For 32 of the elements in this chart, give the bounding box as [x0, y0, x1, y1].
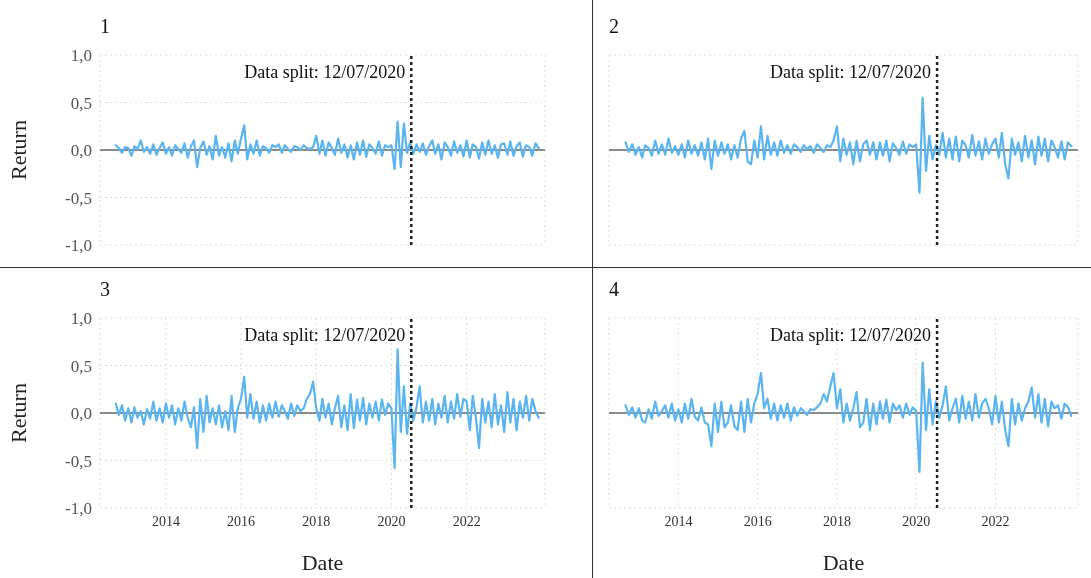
- ref-line-label: Data split: 12/07/2020: [770, 62, 932, 82]
- x-tick-label: 2016: [743, 513, 772, 529]
- y-tick-label: -0,5: [65, 188, 92, 208]
- x-tick-label: 2018: [822, 513, 851, 529]
- y-tick-label: 0,0: [70, 141, 92, 161]
- y-tick-label: -1,0: [65, 236, 92, 256]
- x-tick-label: 2014: [151, 513, 180, 529]
- x-tick-label: 2022: [981, 513, 1010, 529]
- y-axis-title: Return: [5, 120, 31, 180]
- x-axis-title: Date: [822, 550, 865, 575]
- ref-line-label: Data split: 12/07/2020: [770, 325, 932, 345]
- x-tick-label: 2016: [227, 513, 256, 529]
- ref-line-label: Data split: 12/07/2020: [244, 62, 406, 82]
- y-tick-label: 1,0: [70, 46, 92, 66]
- x-tick-label: 2020: [902, 513, 931, 529]
- chart-title: 1: [100, 15, 110, 38]
- ref-line-label: Data split: 12/07/2020: [244, 325, 406, 345]
- y-tick-label: -1,0: [65, 499, 92, 519]
- chart-title: 3: [100, 278, 110, 301]
- y-tick-label: 0,0: [70, 404, 92, 424]
- chart-title: 4: [609, 278, 619, 301]
- y-tick-label: 0,5: [70, 356, 92, 376]
- x-axis-title: Date: [301, 550, 344, 575]
- y-axis-title: Return: [5, 383, 31, 443]
- chart-title: 2: [609, 15, 619, 38]
- y-tick-label: 0,5: [70, 93, 92, 113]
- x-tick-label: 2018: [302, 513, 331, 529]
- x-tick-label: 2022: [452, 513, 481, 529]
- y-tick-label: -0,5: [65, 451, 92, 471]
- y-tick-label: 1,0: [70, 309, 92, 329]
- x-tick-label: 2020: [377, 513, 406, 529]
- x-tick-label: 2014: [664, 513, 693, 529]
